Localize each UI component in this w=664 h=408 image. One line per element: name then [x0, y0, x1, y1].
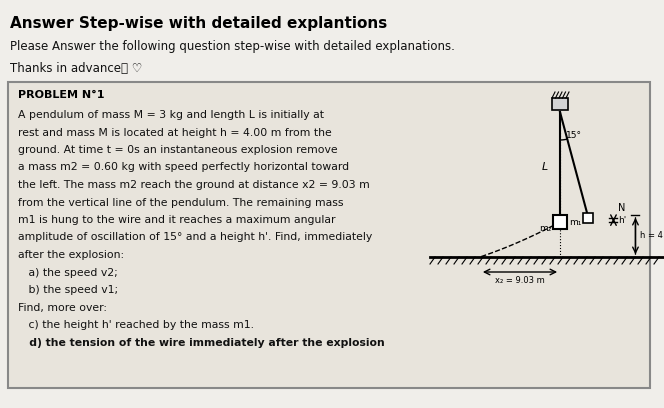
Text: x₂ = 9.03 m: x₂ = 9.03 m	[495, 276, 545, 285]
Text: 15°: 15°	[566, 131, 582, 140]
Text: a mass m2 = 0.60 kg with speed perfectly horizontal toward: a mass m2 = 0.60 kg with speed perfectly…	[18, 162, 349, 173]
Text: N: N	[618, 203, 626, 213]
Text: from the vertical line of the pendulum. The remaining mass: from the vertical line of the pendulum. …	[18, 197, 343, 208]
Text: PROBLEM N°1: PROBLEM N°1	[18, 90, 104, 100]
Text: h = 4 m: h = 4 m	[641, 231, 664, 240]
Text: Find, more over:: Find, more over:	[18, 302, 107, 313]
Text: rest and mass M is located at height h = 4.00 m from the: rest and mass M is located at height h =…	[18, 127, 332, 137]
Bar	[552, 98, 568, 110]
Bar	[584, 213, 594, 223]
Text: after the explosion:: after the explosion:	[18, 250, 124, 260]
Text: b) the speed v1;: b) the speed v1;	[18, 285, 118, 295]
Text: m₂: m₂	[539, 224, 551, 233]
Text: Thanks in advance🙏 ♡: Thanks in advance🙏 ♡	[10, 62, 142, 75]
FancyBboxPatch shape	[8, 82, 650, 388]
Text: a) the speed v2;: a) the speed v2;	[18, 268, 118, 277]
Text: d) the tension of the wire immediately after the explosion: d) the tension of the wire immediately a…	[18, 337, 384, 348]
Text: m₁: m₁	[569, 218, 582, 227]
Text: m1 is hung to the wire and it reaches a maximum angular: m1 is hung to the wire and it reaches a …	[18, 215, 335, 225]
Text: ground. At time t = 0s an instantaneous explosion remove: ground. At time t = 0s an instantaneous …	[18, 145, 337, 155]
Text: Please Answer the following question step-wise with detailed explanations.: Please Answer the following question ste…	[10, 40, 455, 53]
Text: h': h'	[618, 215, 627, 225]
Text: Answer Step-wise with detailed explantions: Answer Step-wise with detailed explantio…	[10, 16, 387, 31]
Text: c) the height h' reached by the mass m1.: c) the height h' reached by the mass m1.	[18, 320, 254, 330]
Bar	[553, 215, 567, 229]
Text: A pendulum of mass M = 3 kg and length L is initially at: A pendulum of mass M = 3 kg and length L…	[18, 110, 324, 120]
Text: L: L	[542, 162, 548, 172]
Text: the left. The mass m2 reach the ground at distance x2 = 9.03 m: the left. The mass m2 reach the ground a…	[18, 180, 370, 190]
Text: amplitude of oscillation of 15° and a height h'. Find, immediately: amplitude of oscillation of 15° and a he…	[18, 233, 373, 242]
